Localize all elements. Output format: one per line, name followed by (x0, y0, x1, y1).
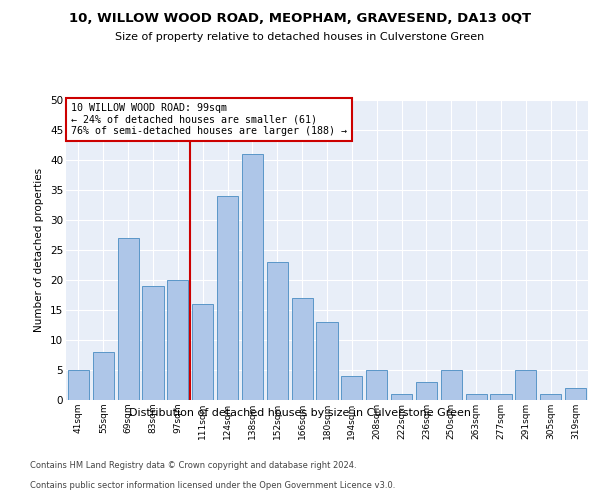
Bar (192, 304, 213, 400)
Y-axis label: Number of detached properties: Number of detached properties (34, 168, 44, 332)
Bar (242, 154, 263, 400)
Text: Contains HM Land Registry data © Crown copyright and database right 2024.: Contains HM Land Registry data © Crown c… (30, 461, 356, 470)
Bar (316, 322, 338, 400)
Bar (391, 394, 412, 400)
Text: Distribution of detached houses by size in Culverstone Green: Distribution of detached houses by size … (129, 408, 471, 418)
Bar (292, 298, 313, 400)
Bar (515, 370, 536, 400)
Bar (167, 280, 188, 400)
Bar (416, 382, 437, 400)
Bar (267, 262, 288, 400)
Bar (341, 376, 362, 400)
Bar (93, 352, 114, 400)
Bar (466, 394, 487, 400)
Text: Contains public sector information licensed under the Open Government Licence v3: Contains public sector information licen… (30, 481, 395, 490)
Text: 10, WILLOW WOOD ROAD, MEOPHAM, GRAVESEND, DA13 0QT: 10, WILLOW WOOD ROAD, MEOPHAM, GRAVESEND… (69, 12, 531, 26)
Bar (118, 238, 139, 400)
Bar (142, 286, 164, 400)
Text: Size of property relative to detached houses in Culverstone Green: Size of property relative to detached ho… (115, 32, 485, 42)
Bar (68, 370, 89, 400)
Bar (565, 388, 586, 400)
Text: 10 WILLOW WOOD ROAD: 99sqm
← 24% of detached houses are smaller (61)
76% of semi: 10 WILLOW WOOD ROAD: 99sqm ← 24% of deta… (71, 103, 347, 136)
Bar (490, 394, 512, 400)
Bar (441, 370, 462, 400)
Bar (217, 196, 238, 400)
Bar (366, 370, 387, 400)
Bar (540, 394, 561, 400)
